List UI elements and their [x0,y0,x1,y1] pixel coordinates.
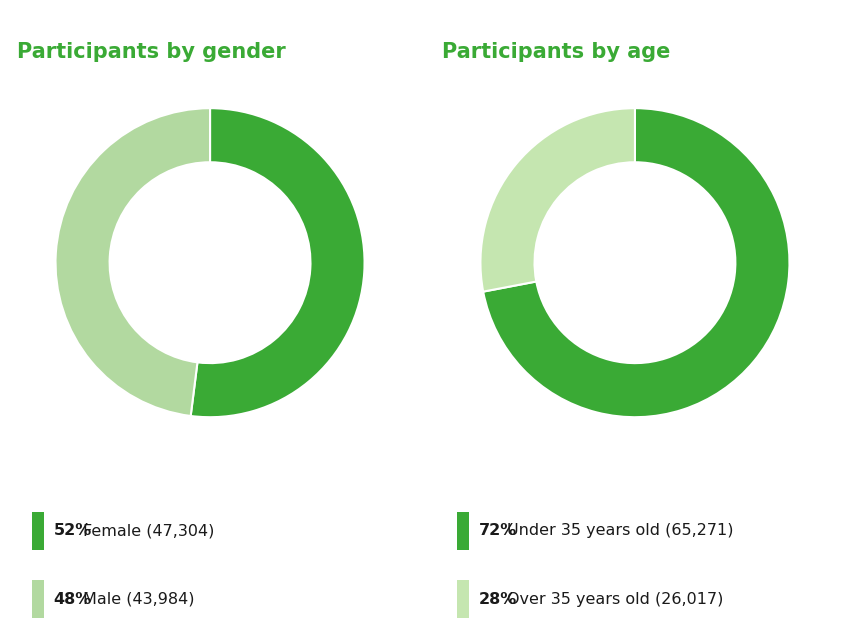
Text: Male (43,984): Male (43,984) [83,592,194,607]
Text: Participants by age: Participants by age [441,42,669,63]
Text: 48%: 48% [53,592,92,607]
Text: Participants by gender: Participants by gender [17,42,285,63]
Text: Female (47,304): Female (47,304) [83,523,214,538]
FancyBboxPatch shape [457,580,468,618]
FancyBboxPatch shape [457,512,468,550]
Wedge shape [480,108,634,291]
Text: 52%: 52% [53,523,92,538]
Text: Over 35 years old (26,017): Over 35 years old (26,017) [507,592,723,607]
Wedge shape [483,108,788,417]
FancyBboxPatch shape [32,512,44,550]
Wedge shape [191,108,364,417]
Text: 28%: 28% [478,592,517,607]
Wedge shape [56,108,210,416]
FancyBboxPatch shape [32,580,44,618]
Text: 72%: 72% [478,523,517,538]
Text: Under 35 years old (65,271): Under 35 years old (65,271) [507,523,733,538]
